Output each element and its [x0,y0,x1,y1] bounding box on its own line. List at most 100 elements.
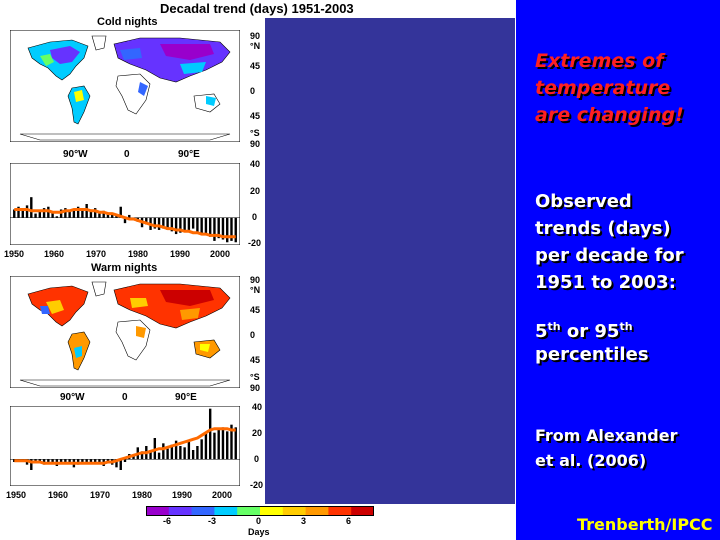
body-line-2: trends (days) [535,218,671,239]
cold-lat-45s: 45 [250,111,261,121]
warm-nights-bar-1990 [179,446,182,460]
warm-lat-90n: 90 [250,275,261,285]
cold-nights-bar-1982 [145,217,148,225]
warm-xtick-1970: 1970 [90,490,111,500]
slide-background-panel [516,0,720,540]
headline-line-3: are changing! [535,104,684,126]
warm-nights-bar-1970 [93,459,97,464]
warm-ytick-20: 20 [252,428,263,438]
cold-nights-bar-1974 [111,214,114,218]
cold-nights-bar-1969 [89,209,93,218]
colorbar-swatch-0 [146,506,170,516]
cold-nights-bar-1991 [183,217,186,232]
cold-xtick-1950: 1950 [4,249,25,259]
warm-nights-bar-2003 [234,427,237,460]
cold-lon-90w: 90°W [63,149,88,160]
warm-nights-bar-1989 [174,440,178,460]
credit-text: Trenberth/IPCC [577,515,713,534]
colorbar-swatch-1 [168,506,193,516]
cold-nights-bar-2000 [221,217,225,240]
percentiles-line-1: 5th or 95th [535,313,633,345]
cold-nights-bar-1984 [153,217,157,229]
warm-nights-bar-1976 [119,459,122,470]
colorbar-tick-3: 3 [301,516,307,526]
warm-nights-bar-1977 [123,459,127,462]
cold-nights-bar-1960 [51,212,54,218]
cold-nights-bar-1951 [13,209,16,218]
cold-nights-bar-1952 [17,206,20,218]
cold-nights-bar-1978 [128,214,131,218]
body-line-4: 1951 to 2003: [535,272,676,293]
cold-nights-bar-1997 [208,217,212,237]
cold-ytick-0: 0 [252,212,258,222]
cold-nights-bar-1964 [68,210,71,218]
headline-line-1: Extremes of [535,50,664,72]
cold-nights-bar-1971 [98,213,101,218]
cold-nights-bar-1988 [170,217,174,232]
warm-nights-bar-1979 [132,455,135,460]
cold-nights-bar-1976 [119,206,122,218]
cold-nights-bar-2003 [234,217,237,243]
cold-nights-bar-1970 [93,208,97,218]
percentile-95: or 95 [560,321,620,342]
warm-nights-bar-1987 [166,448,169,460]
body-line-3: per decade for [535,245,684,266]
cold-nights-timeseries [10,163,240,245]
cold-nights-bar-2002 [230,217,233,241]
cold-nights-bar-1977 [123,217,127,224]
warm-nights-bar-1962 [59,459,63,464]
warm-nights-bar-1981 [140,451,144,460]
cold-xtick-1970: 1970 [86,249,107,259]
percentiles-line-2: percentiles [535,344,649,365]
warm-nights-bar-1991 [183,447,186,460]
warm-nights-bar-1986 [162,443,165,460]
warm-xtick-2000: 2000 [212,490,233,500]
warm-nights-bar-1971 [98,459,101,462]
headline-line-2: temperature [535,77,671,99]
warm-nights-bar-1999 [217,430,220,460]
cold-nights-bar-1992 [187,217,191,230]
warm-nights-bar-1985 [157,452,161,460]
cold-nights-bar-1972 [102,210,105,218]
warm-nights-bar-1967 [81,459,84,464]
colorbar-swatch-8 [328,506,352,516]
warm-xtick-1990: 1990 [172,490,193,500]
warm-lon-90w: 90°W [60,392,85,403]
cold-nights-bar-1957 [38,210,42,218]
warm-lat-0: 0 [250,330,256,340]
colorbar-swatch-5 [260,506,284,516]
percentile-5-suffix: th [547,320,561,333]
colorbar-swatch-6 [282,506,307,516]
warm-nights-map [10,276,240,388]
warm-nights-bar-1951 [13,459,16,462]
cold-nights-bar-1995 [200,217,203,235]
warm-nights-bar-1960 [51,459,54,462]
cold-nights-smoothed-line [14,208,236,239]
warm-nights-bar-1968 [85,459,88,462]
warm-nights-bar-2001 [226,431,229,460]
cold-ytick-20: 20 [250,186,261,196]
colorbar-border [146,506,374,516]
warm-lat-n: °N [250,285,261,295]
warm-lon-0: 0 [122,392,128,403]
cold-nights-bar-1961 [55,216,59,218]
source-line-2: et al. (2006) [535,451,647,470]
cold-lon-90e: 90°E [178,149,200,160]
warm-xtick-1960: 1960 [48,490,69,500]
cold-nights-bar-1956 [34,213,37,218]
cold-nights-bar-1955 [30,197,33,218]
colorbar-tick-minus3: -3 [208,516,217,526]
cold-lat-45n: 45 [250,61,261,71]
cold-nights-bar-1999 [217,217,220,239]
colorbar-tick-minus6: -6 [163,516,172,526]
warm-ytick-40: 40 [252,402,263,412]
colorbar-swatch-4 [237,506,261,516]
cold-lat-0: 0 [250,86,256,96]
cold-nights-bar-1985 [157,217,161,230]
cold-nights-bar-2001 [226,217,229,243]
cold-lat-90s: 90 [250,139,261,149]
cold-nights-bar-1963 [64,208,67,218]
body-line-1: Observed [535,191,632,212]
colorbar-swatch-2 [191,506,215,516]
warm-nights-bar-2000 [221,427,225,460]
